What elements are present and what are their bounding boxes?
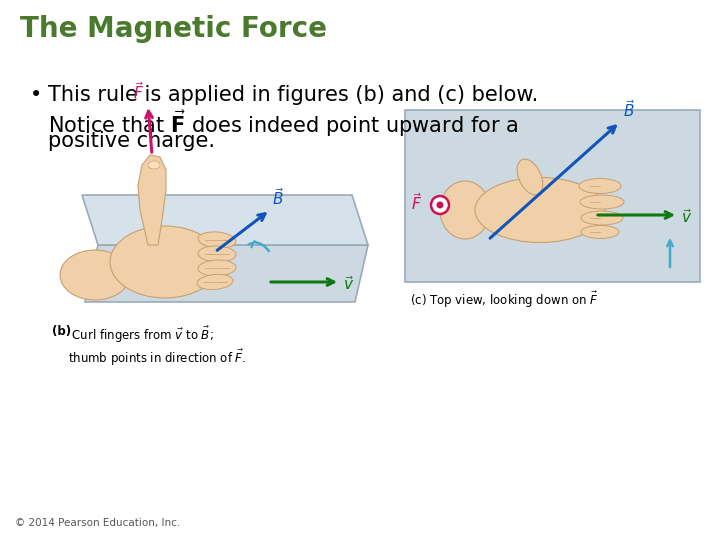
Text: $\vec{B}$: $\vec{B}$ [623, 99, 635, 120]
Text: Notice that $\vec{\mathbf{F}}$ does indeed point upward for a: Notice that $\vec{\mathbf{F}}$ does inde… [48, 108, 518, 139]
Text: (b): (b) [52, 325, 71, 338]
Text: The Magnetic Force: The Magnetic Force [20, 15, 327, 43]
Ellipse shape [581, 226, 619, 239]
Ellipse shape [517, 159, 543, 195]
Polygon shape [138, 155, 166, 245]
Polygon shape [82, 195, 368, 245]
Ellipse shape [198, 232, 236, 248]
Text: $\vec{v}$: $\vec{v}$ [681, 208, 692, 226]
Ellipse shape [579, 179, 621, 193]
Ellipse shape [580, 195, 624, 209]
Polygon shape [85, 245, 368, 302]
Ellipse shape [197, 274, 233, 289]
Circle shape [437, 202, 443, 208]
Text: (c) Top view, looking down on $\vec{F}$: (c) Top view, looking down on $\vec{F}$ [410, 290, 598, 310]
Text: Curl fingers from $\vec{v}$ to $\vec{B}$;
thumb points in direction of $\vec{F}$: Curl fingers from $\vec{v}$ to $\vec{B}$… [68, 325, 246, 368]
Text: $\vec{F}$: $\vec{F}$ [411, 193, 422, 213]
Ellipse shape [60, 250, 130, 300]
Ellipse shape [581, 211, 623, 225]
Text: positive charge.: positive charge. [48, 131, 215, 151]
Ellipse shape [198, 260, 236, 276]
Text: $\vec{v}$: $\vec{v}$ [343, 275, 354, 293]
Text: $\vec{F}$: $\vec{F}$ [133, 81, 144, 102]
Ellipse shape [475, 178, 605, 242]
Text: •: • [30, 85, 42, 105]
Bar [405, 110, 700, 282]
Circle shape [431, 196, 449, 214]
Ellipse shape [198, 246, 236, 262]
Ellipse shape [440, 181, 490, 239]
Text: © 2014 Pearson Education, Inc.: © 2014 Pearson Education, Inc. [15, 518, 180, 528]
Ellipse shape [148, 161, 160, 169]
Text: This rule is applied in figures (b) and (c) below.: This rule is applied in figures (b) and … [48, 85, 539, 105]
Text: $\vec{B}$: $\vec{B}$ [272, 187, 284, 208]
Ellipse shape [110, 226, 220, 298]
